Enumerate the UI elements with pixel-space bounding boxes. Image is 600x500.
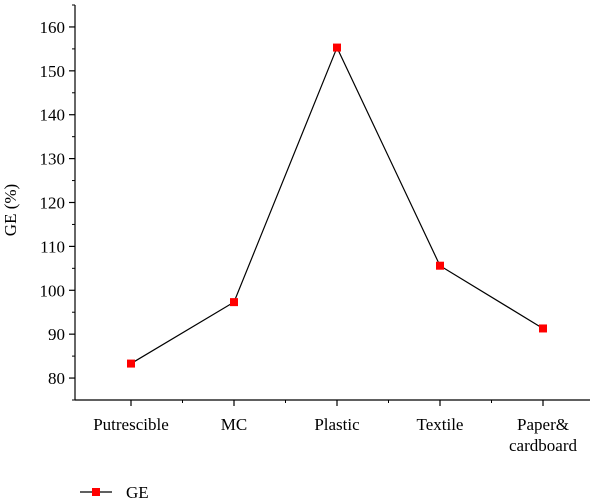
x-tick-label: MC	[221, 415, 247, 434]
x-tick-label: Textile	[417, 415, 464, 434]
x-tick-label: Plastic	[314, 415, 360, 434]
legend-marker	[92, 488, 100, 496]
plot-area	[127, 43, 547, 368]
y-tick-label: 150	[40, 62, 66, 81]
chart-axes	[74, 5, 590, 401]
data-point	[127, 359, 135, 368]
series-line	[130, 46, 544, 365]
data-point	[436, 261, 444, 270]
y-tick-label: 130	[40, 150, 66, 169]
x-tick-label: Paper& cardboard	[509, 415, 577, 455]
data-point	[333, 43, 341, 52]
y-tick-label: 80	[48, 369, 65, 388]
y-tick-label: 100	[40, 281, 66, 300]
data-point	[230, 298, 238, 307]
y-tick-label: 90	[48, 325, 65, 344]
data-point	[539, 324, 547, 333]
y-tick-label: 160	[40, 18, 66, 37]
legend: GE	[80, 483, 149, 500]
y-tick-label: 110	[40, 237, 65, 256]
x-axis-ticks: Putrescible MC Plastic Textile Paper& cardboa…	[93, 400, 577, 455]
y-axis-title: GE (%)	[1, 184, 20, 236]
y-tick-label: 120	[40, 194, 66, 213]
x-tick-label: Putrescible	[93, 415, 169, 434]
y-tick-label: 140	[40, 106, 66, 125]
legend-label: GE	[126, 483, 149, 500]
y-axis-ticks: 80 90 100 110 120 130 140 150 160	[40, 4, 75, 401]
